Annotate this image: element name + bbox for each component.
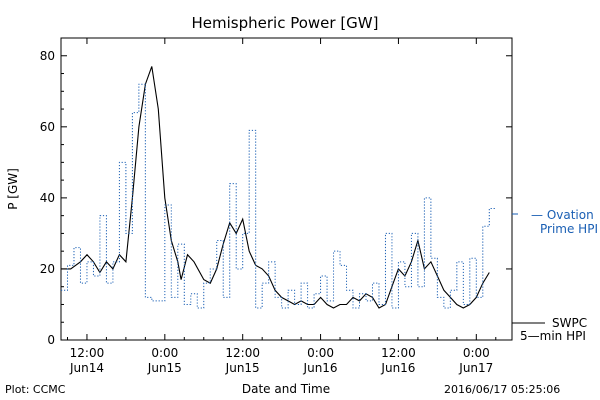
x-tick-time-4: 12:00 bbox=[381, 346, 416, 360]
x-tick-time-3: 0:00 bbox=[307, 346, 334, 360]
x-tick-date-4: Jun16 bbox=[380, 361, 415, 375]
x-tick-time-0: 12:00 bbox=[70, 346, 105, 360]
series-line-swpc bbox=[61, 66, 490, 309]
legend-swpc-line2: 5—min HPI bbox=[520, 329, 586, 343]
x-tick-time-5: 0:00 bbox=[463, 346, 490, 360]
y-tick-label-0: 0 bbox=[47, 333, 55, 347]
x-tick-date-2: Jun15 bbox=[225, 361, 260, 375]
y-tick-label-1: 20 bbox=[40, 262, 55, 276]
legend-ovation-line2: Prime HPI bbox=[540, 222, 598, 236]
y-axis-ticks: 0 20 40 60 80 bbox=[40, 49, 512, 347]
x-tick-time-2: 12:00 bbox=[225, 346, 260, 360]
x-tick-date-5: Jun17 bbox=[458, 361, 493, 375]
legend: — Ovation Prime HPI SWPC 5—min HPI bbox=[512, 208, 598, 343]
legend-swpc-line1: SWPC bbox=[552, 316, 587, 330]
chart-title: Hemispheric Power [GW] bbox=[192, 14, 379, 32]
y-tick-label-3: 60 bbox=[40, 120, 55, 134]
y-tick-label-4: 80 bbox=[40, 49, 55, 63]
legend-ovation-line1: — Ovation bbox=[531, 208, 594, 222]
x-tick-date-3: Jun16 bbox=[303, 361, 338, 375]
x-axis-label: Date and Time bbox=[242, 382, 330, 396]
plot-credit: Plot: CCMC bbox=[5, 383, 66, 396]
x-tick-time-1: 0:00 bbox=[151, 346, 178, 360]
series-layer bbox=[61, 66, 496, 309]
y-tick-label-2: 40 bbox=[40, 191, 55, 205]
plot-timestamp: 2016/06/17 05:25:06 bbox=[444, 383, 560, 396]
x-tick-date-0: Jun14 bbox=[69, 361, 104, 375]
plot-frame bbox=[60, 37, 513, 341]
x-axis-ticks: 12:00Jun140:00Jun1512:00Jun150:00Jun1612… bbox=[66, 38, 497, 375]
x-tick-date-1: Jun15 bbox=[147, 361, 182, 375]
series-line-ovation-prime bbox=[61, 83, 496, 309]
y-axis-label: P [GW] bbox=[6, 168, 20, 210]
